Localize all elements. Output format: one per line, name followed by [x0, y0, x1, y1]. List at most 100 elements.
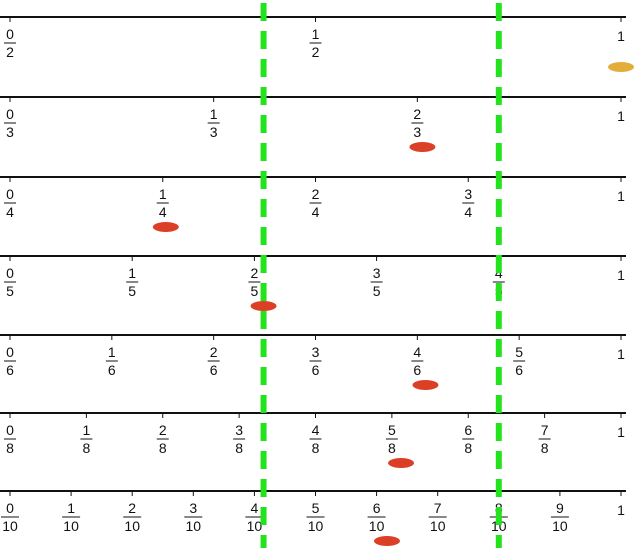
denominator: 6	[413, 362, 421, 378]
denominator: 8	[6, 440, 14, 456]
denominator: 5	[251, 283, 259, 299]
fraction-label: 34	[462, 186, 475, 220]
whole-label: 1	[617, 502, 625, 518]
fraction-label: 410	[245, 500, 264, 534]
fraction-label: 16	[105, 344, 118, 378]
denominator: 8	[541, 440, 549, 456]
whole-label: 1	[617, 108, 625, 124]
number-line-10: 0101102103104105106107108109101	[0, 490, 626, 546]
denominator: 4	[312, 204, 320, 220]
denominator: 6	[515, 362, 523, 378]
fraction-label: 46	[411, 344, 424, 378]
numerator: 1	[108, 344, 116, 360]
numerator: 1	[128, 265, 136, 281]
numerator: 2	[251, 265, 259, 281]
fraction-label: 010	[1, 500, 19, 534]
fraction-label: 12	[309, 26, 322, 60]
denominator: 10	[308, 518, 324, 534]
denominator: 10	[186, 518, 202, 534]
denominator: 2	[312, 44, 320, 60]
fraction-label: 48	[309, 422, 322, 456]
whole-label: 1	[617, 188, 625, 204]
fraction-label: 04	[4, 186, 16, 220]
fraction-label: 08	[4, 422, 16, 456]
whole-label: 1	[617, 346, 625, 362]
numerator: 2	[159, 422, 167, 438]
fraction-label: 23	[411, 106, 424, 140]
fraction-label: 13	[207, 106, 220, 140]
fraction-label: 1	[617, 188, 625, 204]
numerator: 6	[464, 422, 472, 438]
whole-label: 1	[617, 267, 625, 283]
fraction-label: 68	[462, 422, 475, 456]
numerator: 3	[464, 186, 472, 202]
numerator: 7	[434, 500, 442, 516]
denominator: 8	[464, 440, 472, 456]
denominator: 8	[312, 440, 320, 456]
fraction-label: 36	[309, 344, 322, 378]
fraction-label: 03	[4, 106, 16, 140]
denominator: 3	[210, 124, 218, 140]
fraction-label: 1	[617, 28, 625, 44]
fraction-label: 05	[4, 265, 16, 299]
fraction-label: 15	[126, 265, 139, 299]
fraction-label: 610	[367, 500, 386, 534]
numerator: 2	[413, 106, 421, 122]
denominator: 2	[6, 44, 14, 60]
fraction-label: 1	[617, 108, 625, 124]
estimate-marker[interactable]	[250, 301, 277, 311]
estimate-marker[interactable]	[373, 536, 400, 546]
whole-label: 1	[617, 424, 625, 440]
estimate-marker[interactable]	[388, 458, 415, 468]
denominator: 3	[6, 124, 14, 140]
denominator: 10	[491, 518, 507, 534]
estimate-marker[interactable]	[608, 62, 634, 72]
denominator: 4	[464, 204, 472, 220]
denominator: 6	[210, 362, 218, 378]
fraction-label: 06	[4, 344, 16, 378]
denominator: 6	[312, 362, 320, 378]
fraction-label: 1	[617, 346, 625, 362]
fraction-label: 25	[248, 265, 261, 299]
numerator: 7	[541, 422, 549, 438]
denominator: 5	[373, 283, 381, 299]
numerator: 4	[413, 344, 421, 360]
fraction-label: 510	[306, 500, 325, 534]
estimate-marker[interactable]	[412, 380, 439, 390]
numerator: 4	[251, 500, 259, 516]
fraction-label: 18	[80, 422, 93, 456]
numerator: 1	[210, 106, 218, 122]
numerator: 1	[82, 422, 90, 438]
numerator: 3	[189, 500, 197, 516]
numerator: 1	[312, 26, 320, 42]
fraction-label: 02	[4, 26, 16, 60]
numerator: 5	[388, 422, 396, 438]
fraction-label: 26	[207, 344, 220, 378]
numerator: 3	[312, 344, 320, 360]
estimate-marker[interactable]	[409, 142, 436, 152]
fraction-label: 1	[617, 502, 625, 518]
numerator: 2	[312, 186, 320, 202]
fraction-label: 38	[233, 422, 246, 456]
numerator: 0	[6, 106, 14, 122]
numerator: 2	[210, 344, 218, 360]
denominator: 10	[63, 518, 79, 534]
fraction-label: 78	[538, 422, 551, 456]
denominator: 10	[552, 518, 568, 534]
numerator: 2	[128, 500, 136, 516]
denominator: 8	[388, 440, 396, 456]
denominator: 10	[369, 518, 385, 534]
whole-label: 1	[617, 28, 625, 44]
numerator: 0	[6, 500, 14, 516]
fraction-label: 110	[62, 500, 81, 534]
numerator: 0	[6, 186, 14, 202]
fraction-label: 710	[428, 500, 447, 534]
fraction-label: 58	[385, 422, 398, 456]
number-line-5: 05152535451	[0, 255, 626, 311]
estimate-marker[interactable]	[152, 222, 179, 232]
guide-lines-group	[260, 3, 502, 548]
